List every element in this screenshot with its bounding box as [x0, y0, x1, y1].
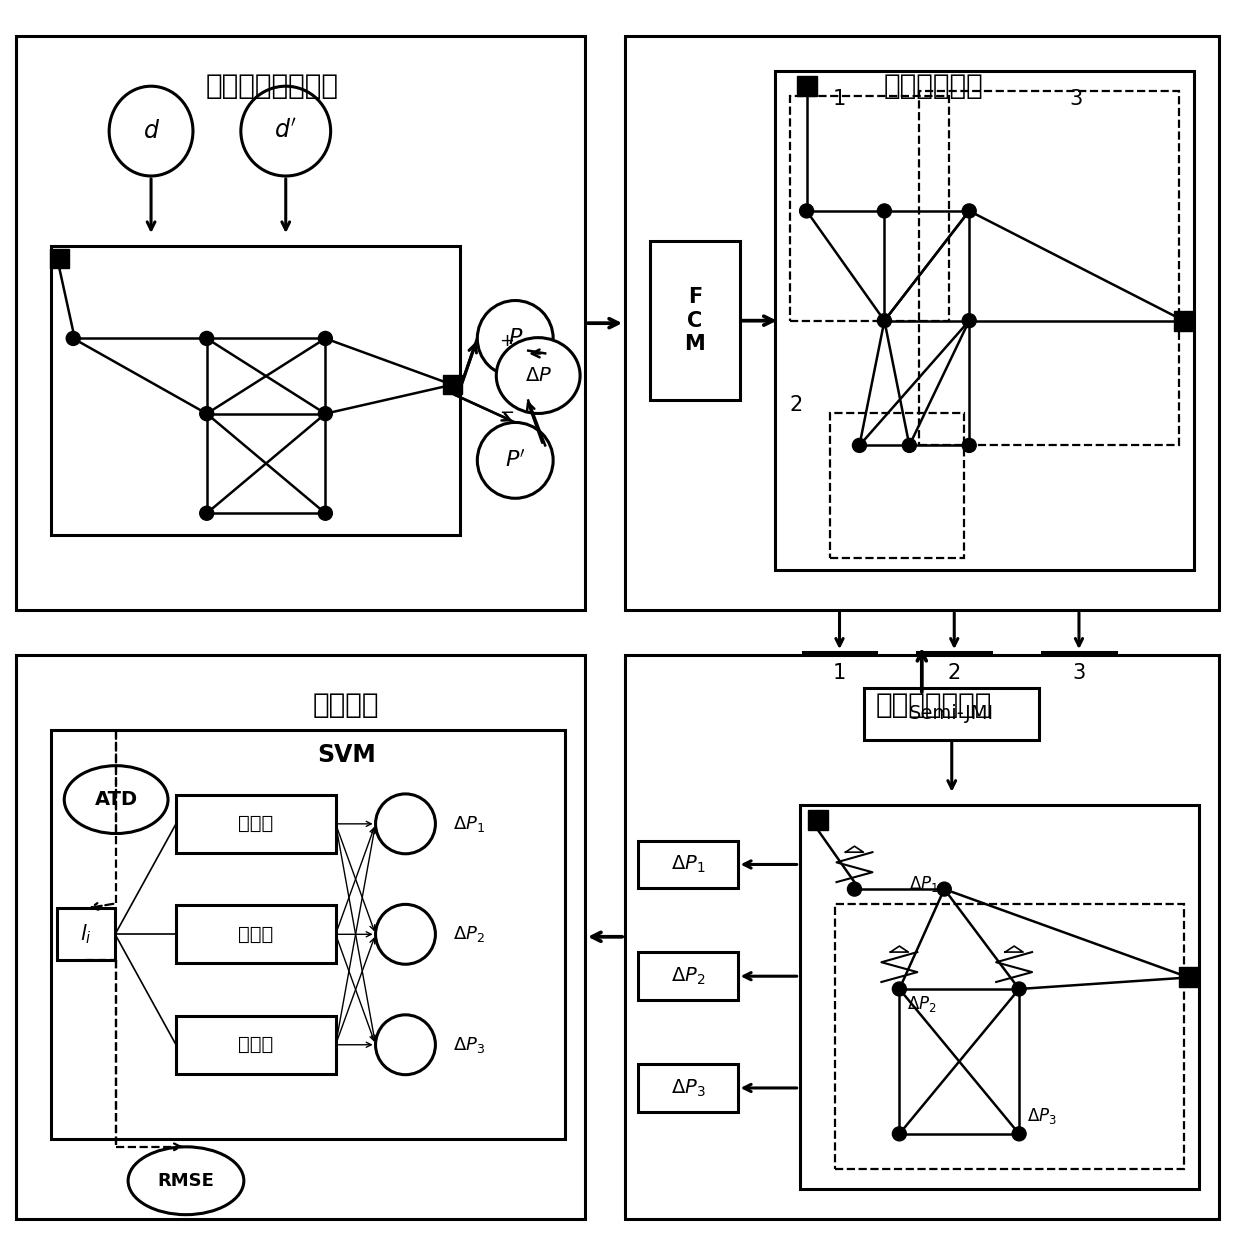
Text: $\Delta P_3$: $\Delta P_3$	[454, 1035, 486, 1055]
Circle shape	[66, 331, 81, 345]
Text: $d'$: $d'$	[274, 120, 298, 143]
Text: 计算节点压力变化: 计算节点压力变化	[206, 72, 339, 100]
Bar	[57, 909, 115, 960]
Bar	[637, 840, 738, 889]
Circle shape	[319, 407, 332, 421]
Text: 选取代表性节点: 选取代表性节点	[875, 691, 992, 718]
Circle shape	[200, 407, 213, 421]
Bar	[16, 655, 585, 1219]
Bar	[1179, 967, 1199, 987]
Text: 3: 3	[1070, 90, 1083, 110]
Ellipse shape	[477, 422, 553, 498]
Text: −: −	[498, 405, 513, 422]
Circle shape	[800, 204, 813, 218]
Text: $\Delta P_2$: $\Delta P_2$	[671, 966, 706, 987]
Circle shape	[903, 438, 916, 452]
Bar	[625, 36, 1219, 610]
Bar	[796, 76, 817, 96]
Ellipse shape	[128, 1147, 244, 1215]
Bar	[51, 245, 460, 535]
Ellipse shape	[376, 904, 435, 964]
Circle shape	[319, 331, 332, 345]
Circle shape	[878, 314, 892, 327]
Ellipse shape	[496, 337, 580, 413]
Text: 1: 1	[833, 664, 846, 684]
Bar	[919, 91, 1179, 446]
Ellipse shape	[64, 766, 167, 834]
Bar	[16, 36, 585, 610]
Bar	[637, 1064, 738, 1112]
Text: F
C
M: F C M	[684, 288, 706, 354]
Circle shape	[962, 314, 976, 327]
Text: 核函数: 核函数	[238, 1036, 274, 1055]
Bar	[176, 794, 336, 853]
Circle shape	[962, 204, 976, 218]
Bar	[50, 249, 68, 268]
Text: $\Delta P_1$: $\Delta P_1$	[454, 814, 485, 834]
Bar	[918, 652, 991, 695]
Circle shape	[319, 507, 332, 520]
Bar	[1042, 652, 1116, 695]
Text: $\Delta P_3$: $\Delta P_3$	[1027, 1106, 1056, 1125]
Text: Semi-JMI: Semi-JMI	[909, 705, 994, 723]
Text: $\Delta P_2$: $\Delta P_2$	[908, 994, 937, 1013]
Text: +: +	[498, 331, 513, 350]
Ellipse shape	[109, 86, 193, 176]
Circle shape	[847, 883, 862, 896]
Ellipse shape	[376, 794, 435, 854]
Bar	[51, 730, 565, 1139]
Text: 2: 2	[790, 396, 804, 416]
Bar	[864, 687, 1039, 740]
Ellipse shape	[241, 86, 331, 176]
Bar	[650, 240, 740, 401]
Text: 3: 3	[1073, 664, 1085, 684]
Text: $l_i$: $l_i$	[81, 923, 92, 946]
Text: $\Delta P_3$: $\Delta P_3$	[671, 1077, 706, 1098]
Circle shape	[200, 507, 213, 520]
Circle shape	[893, 982, 906, 996]
Bar	[625, 655, 1219, 1219]
Bar	[443, 375, 461, 395]
Text: $\Delta P_2$: $\Delta P_2$	[454, 924, 485, 944]
Bar	[830, 413, 965, 558]
Text: 核函数: 核函数	[238, 925, 274, 944]
Bar	[835, 904, 1184, 1169]
Text: $\Delta P_1$: $\Delta P_1$	[909, 874, 939, 894]
Text: $P$: $P$	[507, 329, 523, 349]
Bar	[176, 1016, 336, 1073]
Circle shape	[200, 331, 213, 345]
Text: SVM: SVM	[317, 743, 376, 767]
Text: RMSE: RMSE	[157, 1172, 215, 1190]
Text: 结果评估: 结果评估	[312, 691, 379, 718]
Text: 核函数: 核函数	[238, 814, 274, 833]
Bar	[802, 652, 877, 695]
Text: $P'$: $P'$	[505, 449, 526, 471]
Bar	[807, 809, 827, 829]
Circle shape	[1012, 1127, 1025, 1140]
Circle shape	[962, 438, 976, 452]
Circle shape	[937, 883, 951, 896]
Text: $d$: $d$	[143, 120, 160, 143]
Ellipse shape	[477, 300, 553, 376]
Text: 2: 2	[947, 664, 961, 684]
Bar	[790, 96, 950, 321]
Text: ATD: ATD	[94, 791, 138, 809]
Circle shape	[893, 1127, 906, 1140]
Ellipse shape	[376, 1015, 435, 1074]
Circle shape	[852, 438, 867, 452]
Bar	[176, 905, 336, 964]
Bar	[800, 804, 1199, 1189]
Bar	[1174, 311, 1194, 331]
Text: 不同区域划分: 不同区域划分	[884, 72, 983, 100]
Bar	[637, 952, 738, 1000]
Bar	[775, 71, 1194, 570]
Text: $\Delta P_1$: $\Delta P_1$	[671, 854, 706, 875]
Circle shape	[878, 204, 892, 218]
Text: 1: 1	[833, 90, 846, 110]
Circle shape	[1012, 982, 1025, 996]
Text: $\Delta P$: $\Delta P$	[525, 366, 552, 385]
